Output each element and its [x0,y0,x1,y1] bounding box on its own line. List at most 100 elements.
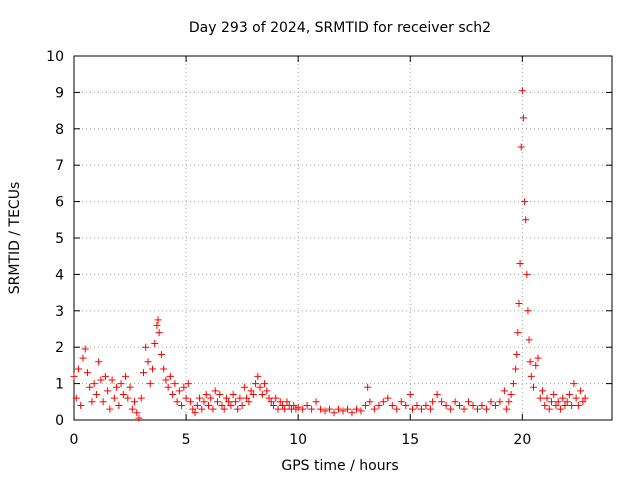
data-point [577,387,585,395]
data-point [283,398,291,406]
data-point [568,401,576,409]
data-point [317,405,325,413]
data-point [465,398,473,406]
data-point [79,354,87,362]
data-point [218,401,226,409]
data-point [541,401,549,409]
data-point [113,383,121,391]
data-point [513,350,521,358]
data-point [361,401,369,409]
x-tick-label: 0 [70,432,79,448]
data-point [503,405,511,413]
data-point [124,394,132,402]
data-point [196,394,204,402]
data-point [570,380,578,388]
data-point [290,401,298,409]
y-tick-label: 0 [55,413,64,429]
data-point [182,394,190,402]
data-point [122,372,130,380]
data-point [202,391,210,399]
data-point [70,372,78,380]
data-point [160,365,168,373]
data-point [507,391,515,399]
data-point [207,394,215,402]
data-point [366,398,374,406]
data-point [249,391,257,399]
data-point [77,401,85,409]
y-tick-label: 10 [46,49,64,65]
data-point [191,409,199,417]
axis-tick-labels: 0 5 10 15 20 0 1 2 3 4 5 6 7 8 9 10 [46,49,531,448]
y-tick-label: 3 [55,304,64,320]
data-point [281,405,289,413]
data-point [126,383,134,391]
data-point [579,398,587,406]
data-point [433,391,441,399]
data-point [119,391,127,399]
data-point [261,380,269,388]
data-point [364,383,372,391]
data-point [509,380,517,388]
data-point [205,401,212,409]
data-point [256,383,264,391]
x-tick-label: 10 [289,432,307,448]
data-point [220,405,228,413]
data-point [247,387,255,395]
data-point [330,409,338,417]
data-point [303,401,311,409]
data-point [370,405,378,413]
data-point [148,365,156,373]
y-axis-label: SRMTID / TECUs [7,182,23,295]
data-point [198,405,206,413]
data-point [491,401,499,409]
data-point [154,316,162,324]
data-point [240,383,248,391]
data-point [422,401,430,409]
x-tick-label: 5 [182,432,191,448]
y-tick-label: 8 [55,122,64,138]
data-point [171,380,179,388]
axis-ticks [73,55,612,421]
data-point [106,405,114,413]
data-point [200,398,208,406]
data-point [101,372,109,380]
data-point [326,405,334,413]
data-point [243,394,251,402]
data-point [270,401,278,409]
data-point [522,216,530,224]
data-point [352,405,360,413]
data-point [155,329,163,337]
data-point [189,405,197,413]
data-point [408,405,416,413]
data-point [348,409,356,417]
data-point [532,361,540,369]
data-point [151,340,159,348]
data-point [357,407,365,415]
data-point [74,365,82,373]
data-point [258,391,266,399]
data-point [574,401,582,409]
data-point [299,405,307,413]
grid-lines [74,56,612,420]
data-point [252,380,260,388]
data-point [384,394,392,402]
data-point [193,401,201,409]
chart-title: Day 293 of 2024, SRMTID for receiver sch… [189,20,491,36]
data-point [447,405,455,413]
data-point [478,401,486,409]
data-point [343,405,351,413]
y-tick-label: 6 [55,195,64,211]
data-point [88,398,96,406]
data-point [213,398,221,406]
data-point [500,387,508,395]
data-point [442,401,450,409]
y-tick-label: 9 [55,85,64,101]
data-point [272,394,280,402]
y-tick-label: 2 [55,340,64,356]
data-point [426,405,434,413]
data-point [308,405,316,413]
data-point [321,407,329,415]
data-point [178,401,186,409]
data-point [90,380,98,388]
